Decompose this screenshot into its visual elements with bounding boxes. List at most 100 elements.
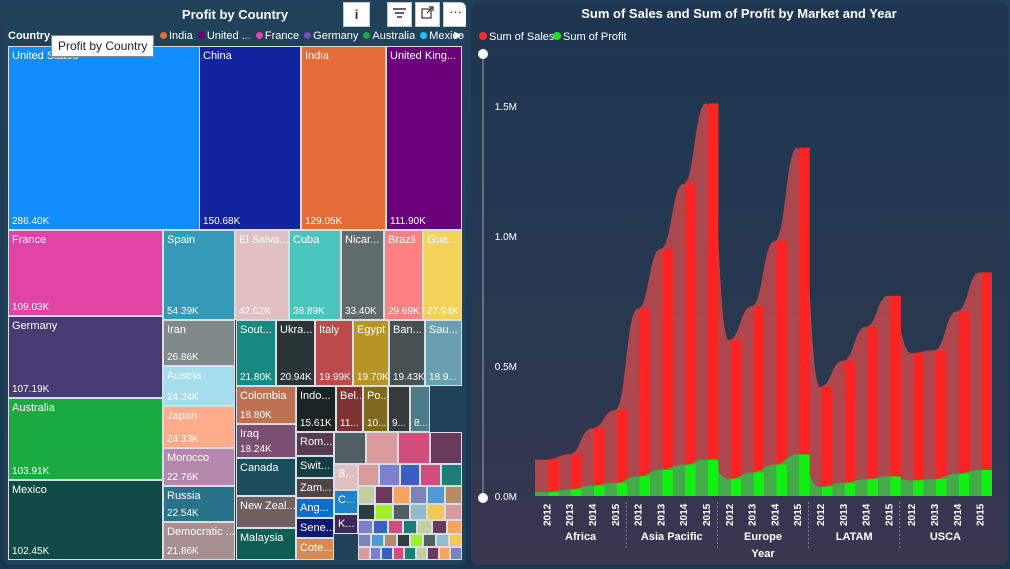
treemap-tile[interactable]: Italy 19.99K xyxy=(315,320,353,386)
treemap-tile[interactable]: 8... xyxy=(410,386,430,432)
treemap-tile-small[interactable] xyxy=(358,520,373,534)
treemap-tile[interactable]: Rom... xyxy=(296,432,334,456)
treemap-tile[interactable]: Morocco 22.76K xyxy=(163,448,235,486)
treemap-tile[interactable]: United King... 111.90K xyxy=(386,46,462,230)
treemap-tile-small[interactable] xyxy=(334,432,366,464)
legend-entry[interactable]: United ... xyxy=(197,30,251,42)
treemap-tile[interactable]: K... xyxy=(334,514,358,534)
treemap-tile[interactable]: El Salva... 42.02K xyxy=(235,230,289,320)
treemap-tile-small[interactable] xyxy=(366,432,398,464)
treemap-tile[interactable]: Canada xyxy=(236,458,296,496)
legend-entry[interactable]: Australia xyxy=(363,30,415,42)
filter-icon[interactable] xyxy=(387,2,412,27)
treemap-tile-small[interactable] xyxy=(420,464,442,486)
treemap-tile[interactable]: B... xyxy=(334,464,358,490)
treemap-tile-small[interactable] xyxy=(427,504,445,520)
treemap-tile[interactable]: Germany 107.19K xyxy=(8,316,163,398)
treemap-tile-small[interactable] xyxy=(430,432,462,464)
treemap-tile[interactable]: Bel... 11... xyxy=(336,386,363,432)
info-icon[interactable]: i xyxy=(343,2,370,27)
treemap-tile-small[interactable] xyxy=(398,432,430,464)
treemap-tile-small[interactable] xyxy=(372,520,388,534)
treemap-tile[interactable]: New Zeal... xyxy=(236,496,296,528)
treemap-tile[interactable]: India 129.05K xyxy=(301,46,386,230)
legend-next-icon[interactable]: ▶ xyxy=(454,30,462,41)
treemap-tile[interactable]: C... xyxy=(334,490,358,514)
treemap-tile-small[interactable] xyxy=(358,534,371,547)
treemap-tile-small[interactable] xyxy=(410,486,428,504)
treemap-tile-small[interactable] xyxy=(369,547,382,560)
treemap-tile-small[interactable] xyxy=(427,486,445,504)
treemap-tile[interactable]: Japan 24.33K xyxy=(163,406,235,448)
treemap-tile-small[interactable] xyxy=(441,464,462,486)
treemap-tile[interactable]: France 109.03K xyxy=(8,230,163,316)
focus-mode-icon[interactable] xyxy=(415,2,440,27)
treemap-tile-small[interactable] xyxy=(375,504,393,520)
treemap-tile-small[interactable] xyxy=(404,547,416,560)
treemap-tile[interactable]: Cuba 38.89K xyxy=(289,230,341,320)
treemap-tile-small[interactable] xyxy=(415,547,428,560)
treemap-tile[interactable]: Colombia 18.80K xyxy=(236,386,296,424)
treemap-tile[interactable]: Democratic ... 21.86K xyxy=(163,522,235,560)
treemap-tile-small[interactable] xyxy=(358,486,376,504)
treemap-tile-small[interactable] xyxy=(399,464,421,486)
treemap-tile-small[interactable] xyxy=(375,486,393,504)
area-chart-visual[interactable]: Sum of Sales and Sum of Profit by Market… xyxy=(471,2,1008,565)
treemap-tile-small[interactable] xyxy=(392,486,410,504)
treemap-tile-small[interactable] xyxy=(410,534,423,547)
legend-entry[interactable]: Mexico xyxy=(420,30,464,42)
treemap-tile-small[interactable] xyxy=(384,534,397,547)
treemap-tile[interactable]: Egypt 19.70K xyxy=(353,320,389,386)
treemap-tile[interactable]: China 150.68K xyxy=(199,46,301,230)
treemap-tile-small[interactable] xyxy=(444,504,462,520)
treemap-tile[interactable]: Ang... xyxy=(296,498,334,518)
treemap-tile-small[interactable] xyxy=(444,486,462,504)
treemap-tile[interactable]: Sau... 18.9... xyxy=(425,320,462,386)
treemap-tile-small[interactable] xyxy=(378,464,400,486)
treemap-tile-small[interactable] xyxy=(392,504,410,520)
treemap-tile[interactable]: Zam... xyxy=(296,478,334,498)
treemap-tile[interactable]: Gua... 27.94K xyxy=(423,230,462,320)
legend-entry[interactable]: India xyxy=(160,30,193,42)
treemap-tile-small[interactable] xyxy=(447,520,462,534)
treemap-tile[interactable]: Brazil 29.69K xyxy=(384,230,423,320)
treemap-tile-small[interactable] xyxy=(358,547,370,560)
more-options-icon[interactable]: ··· xyxy=(443,2,466,27)
treemap-tile-small[interactable] xyxy=(392,547,405,560)
treemap-tile-small[interactable] xyxy=(427,547,439,560)
treemap-tile[interactable]: Mexico 102.45K xyxy=(8,480,163,560)
treemap-tile[interactable]: Cote... xyxy=(296,538,334,560)
treemap-tile-small[interactable] xyxy=(423,534,436,547)
treemap-tile-small[interactable] xyxy=(432,520,448,534)
legend-entry[interactable]: Germany xyxy=(304,30,358,42)
treemap-tile-small[interactable] xyxy=(450,547,462,560)
treemap-tile-small[interactable] xyxy=(397,534,410,547)
treemap-tile-small[interactable] xyxy=(417,520,433,534)
treemap-tile-small[interactable] xyxy=(358,464,379,486)
treemap-tile-small[interactable] xyxy=(410,504,428,520)
treemap-tile[interactable]: Swit... xyxy=(296,456,334,478)
treemap-tile-small[interactable] xyxy=(381,547,393,560)
treemap-tile-small[interactable] xyxy=(358,504,376,520)
treemap-tile[interactable]: Australia 103.91K xyxy=(8,398,163,480)
treemap-tile-small[interactable] xyxy=(387,520,403,534)
treemap-tile[interactable]: Nicar... 33.40K xyxy=(341,230,384,320)
treemap-tile[interactable]: Sene... xyxy=(296,518,334,538)
treemap-tile-small[interactable] xyxy=(449,534,462,547)
treemap-tile[interactable]: Malaysia xyxy=(236,528,296,560)
treemap-tile-small[interactable] xyxy=(436,534,449,547)
treemap-tile-small[interactable] xyxy=(438,547,451,560)
treemap-tile[interactable]: Ukra... 20.94K xyxy=(276,320,315,386)
treemap-tile-small[interactable] xyxy=(371,534,384,547)
treemap-tile[interactable]: Iran 26.86K xyxy=(163,320,235,366)
treemap-visual[interactable]: United States 286.40K China 150.68K India 129… xyxy=(4,2,466,565)
legend-entry[interactable]: France xyxy=(255,30,299,42)
treemap-tile[interactable]: Po... 10... xyxy=(363,386,388,432)
treemap-tile[interactable]: Sout... 21.80K xyxy=(236,320,276,386)
treemap-tile-small[interactable] xyxy=(402,520,418,534)
treemap-tile[interactable]: Russia 22.54K xyxy=(163,486,235,522)
treemap-tile[interactable]: Austria 24.34K xyxy=(163,366,235,406)
treemap-tile[interactable]: Ban... 19.43K xyxy=(389,320,425,386)
treemap-tile[interactable]: Indo... 15.61K xyxy=(296,386,336,432)
treemap-tile[interactable]: 9... xyxy=(388,386,410,432)
